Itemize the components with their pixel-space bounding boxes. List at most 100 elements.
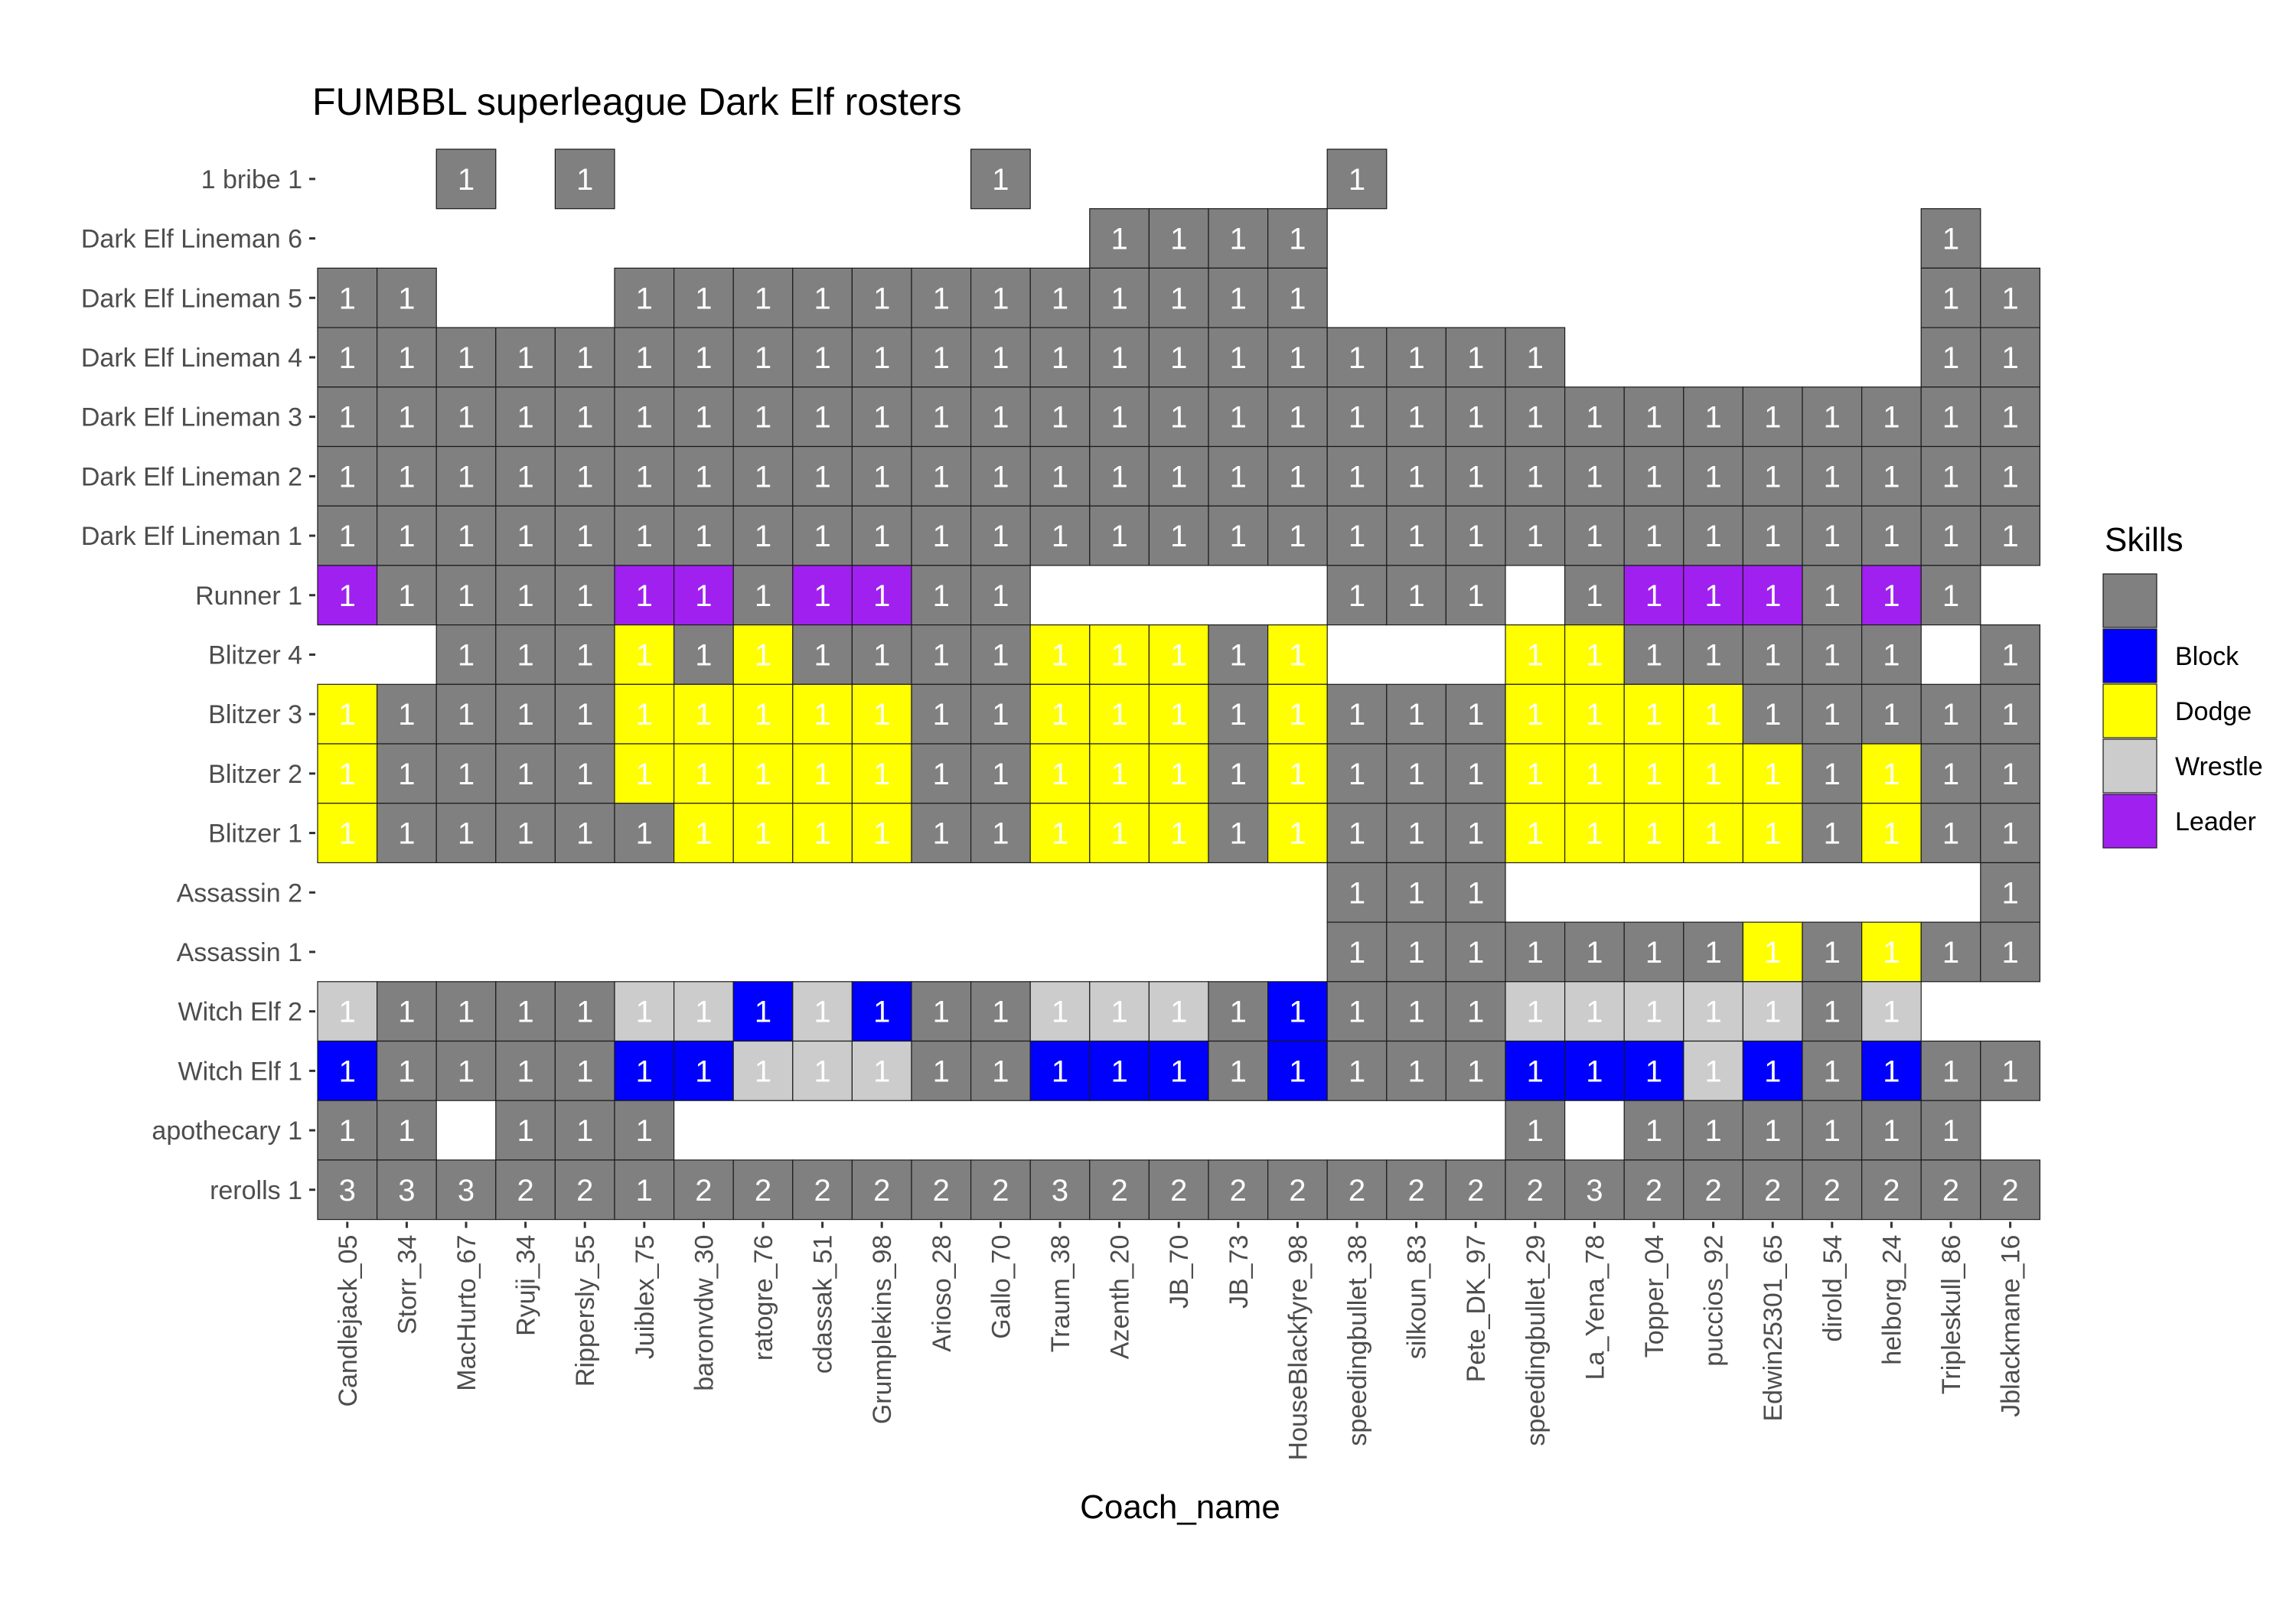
cell-value-label: 1 xyxy=(1586,638,1603,672)
cell-value-label: 1 xyxy=(933,401,950,435)
heatmap-cell xyxy=(732,743,794,804)
cell-value-label: 1 xyxy=(1407,758,1424,791)
heatmap-cell xyxy=(1208,743,1269,804)
cell-value-label: 1 xyxy=(576,579,593,613)
heatmap-cell xyxy=(1564,386,1625,448)
cell-value-label: 1 xyxy=(1645,817,1662,851)
heatmap-cell xyxy=(1029,803,1091,863)
cell-value-label: 1 xyxy=(1764,579,1781,613)
cell-value-label: 1 xyxy=(576,520,593,553)
cell-value-label: 1 xyxy=(636,1114,653,1148)
cell-value-label: 1 xyxy=(755,520,771,553)
cell-value-label: 1 xyxy=(1170,282,1187,315)
legend-label: Leader xyxy=(2175,807,2256,836)
cell-value-label: 1 xyxy=(1407,579,1424,613)
heatmap-cell xyxy=(1623,1100,1684,1161)
cell-value-label: 1 xyxy=(1230,341,1247,375)
cell-value-label: 2 xyxy=(1289,1174,1306,1208)
heatmap-cell xyxy=(1208,981,1269,1042)
heatmap-cell xyxy=(911,683,972,745)
cell-value-label: 1 xyxy=(1764,520,1781,553)
heatmap-cell xyxy=(1980,683,2041,745)
cell-value-label: 1 xyxy=(339,996,356,1029)
heatmap-cell xyxy=(1920,921,1981,983)
heatmap-cell xyxy=(1564,1040,1625,1101)
cell-value-label: 1 xyxy=(458,520,475,553)
cell-value-label: 1 xyxy=(1883,401,1900,435)
heatmap-cell xyxy=(1386,565,1447,626)
cell-value-label: 1 xyxy=(1704,1054,1721,1088)
heatmap-cell xyxy=(1623,565,1684,626)
cell-value-label: 1 xyxy=(1289,520,1306,553)
heatmap-cell xyxy=(1505,1100,1566,1161)
heatmap-cell xyxy=(851,565,912,626)
cell-value-label: 1 xyxy=(1110,1054,1127,1088)
heatmap-cell xyxy=(1208,505,1269,566)
cell-value-label: 1 xyxy=(933,282,950,315)
heatmap-cell xyxy=(732,803,794,863)
cell-value-label: 1 xyxy=(1527,698,1544,732)
heatmap-cell xyxy=(377,505,437,566)
cell-value-label: 1 xyxy=(695,817,712,851)
heatmap-cell xyxy=(1148,327,1209,388)
cell-value-label: 1 xyxy=(992,341,1009,375)
cell-value-label: 1 xyxy=(458,996,475,1029)
heatmap-cell xyxy=(1148,445,1209,507)
heatmap-cell xyxy=(1445,803,1506,863)
cell-value-label: 1 xyxy=(933,460,950,494)
legend-swatch xyxy=(2102,573,2157,628)
cell-value-label: 1 xyxy=(1942,579,1959,613)
cell-value-label: 1 xyxy=(814,460,830,494)
cell-value-label: 1 xyxy=(458,341,475,375)
cell-value-label: 1 xyxy=(576,698,593,732)
heatmap-cell xyxy=(1445,743,1506,804)
cell-value-label: 1 xyxy=(1645,698,1662,732)
cell-value-label: 1 xyxy=(1110,520,1127,553)
heatmap-cell xyxy=(673,386,734,448)
heatmap-cell xyxy=(1505,445,1566,507)
cell-value-label: 1 xyxy=(1883,579,1900,613)
cell-value-label: 1 xyxy=(576,1054,593,1088)
heatmap-cell xyxy=(673,624,734,685)
heatmap-cell xyxy=(1861,624,1922,685)
cell-value-label: 1 xyxy=(1467,520,1484,553)
cell-value-label: 2 xyxy=(1764,1174,1781,1208)
cell-value-label: 1 xyxy=(1942,282,1959,315)
cell-value-label: 1 xyxy=(933,817,950,851)
cell-value-label: 3 xyxy=(1586,1174,1603,1208)
heatmap-cell xyxy=(792,743,853,804)
cell-value-label: 1 xyxy=(1824,936,1841,970)
heatmap-cell xyxy=(1564,565,1625,626)
cell-value-label: 1 xyxy=(814,758,830,791)
heatmap-cell xyxy=(1148,981,1209,1042)
cell-value-label: 1 xyxy=(992,817,1009,851)
cell-value-label: 1 xyxy=(1824,996,1841,1029)
heatmap-cell xyxy=(554,386,615,448)
cell-value-label: 1 xyxy=(458,638,475,672)
heatmap-cell xyxy=(1623,981,1684,1042)
cell-value-label: 1 xyxy=(695,996,712,1029)
heatmap-cell xyxy=(377,267,437,328)
cell-value-label: 1 xyxy=(873,698,890,732)
cell-value-label: 1 xyxy=(1883,996,1900,1029)
cell-value-label: 1 xyxy=(339,341,356,375)
heatmap-cell xyxy=(851,445,912,507)
x-tick-label: silkoun_83 xyxy=(1403,1235,1432,1360)
heatmap-cell xyxy=(1445,1159,1506,1221)
cell-value-label: 1 xyxy=(1230,996,1247,1029)
cell-value-label: 1 xyxy=(755,758,771,791)
cell-value-label: 1 xyxy=(1764,698,1781,732)
cell-value-label: 2 xyxy=(1704,1174,1721,1208)
cell-value-label: 1 xyxy=(1052,996,1068,1029)
x-tick-label: JB_73 xyxy=(1225,1235,1254,1309)
x-tick-label: Candlejack_05 xyxy=(334,1235,363,1407)
heatmap-cell xyxy=(1267,445,1328,507)
cell-value-label: 1 xyxy=(1942,460,1959,494)
cell-value-label: 1 xyxy=(398,579,415,613)
cell-value-label: 3 xyxy=(1052,1174,1068,1208)
cell-value-label: 1 xyxy=(1407,876,1424,910)
cell-value-label: 1 xyxy=(1110,996,1127,1029)
heatmap-cell xyxy=(1386,1159,1447,1221)
heatmap-cell xyxy=(1148,1159,1209,1221)
heatmap-cell xyxy=(1920,683,1981,745)
